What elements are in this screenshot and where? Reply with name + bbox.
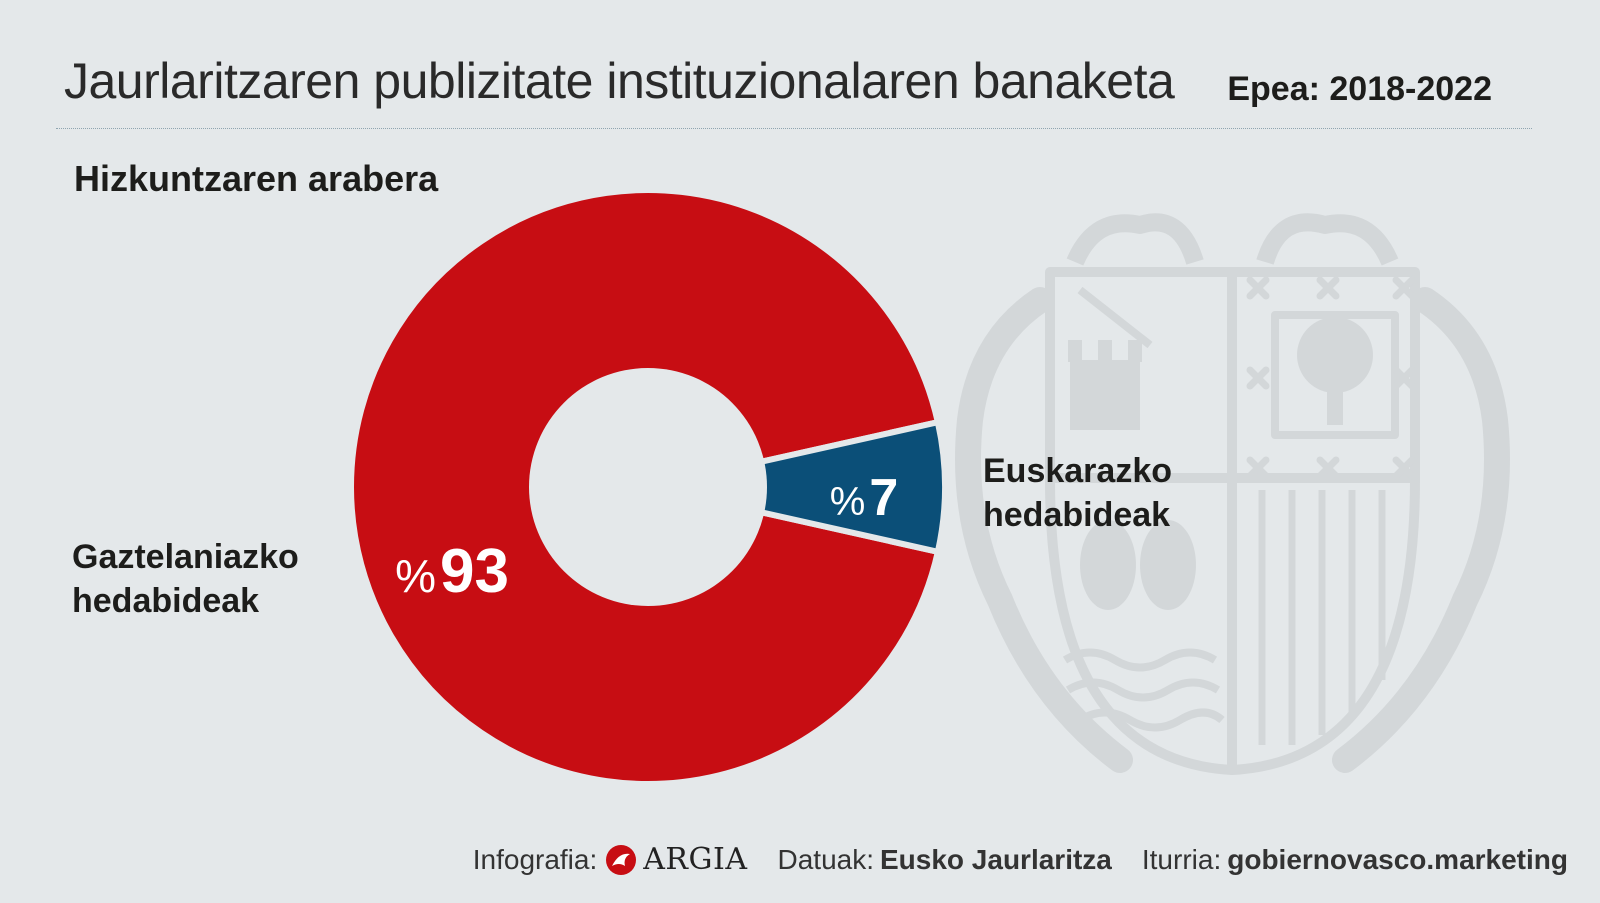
source-label: Iturria:: [1141, 843, 1222, 875]
period-label: Epea: 2018-2022: [1227, 70, 1492, 108]
slice-label-basque-line2: hedabideak: [983, 496, 1171, 534]
infographic-label: Infografia:: [472, 843, 598, 875]
chart-subtitle: Hizkuntzaren arabera: [74, 158, 439, 199]
slice-value-basque: %7: [830, 469, 899, 527]
slice-value-spanish-prefix: %: [395, 550, 436, 602]
slice-label-basque-line1: Euskarazko: [983, 452, 1172, 490]
argia-brand-text: ARGIA: [643, 842, 748, 877]
slice-basque: [647, 418, 948, 556]
title-rule: [56, 128, 1532, 129]
donut-hole: [529, 368, 767, 606]
slice-label-spanish: Gaztelaniazko hedabideak: [72, 535, 392, 623]
slice-label-basque: Euskarazko hedabideak: [983, 449, 1303, 537]
data-value: Eusko Jaurlaritza: [880, 843, 1112, 875]
emblem-watermark: [955, 213, 1510, 775]
slice-value-spanish: %93: [395, 537, 509, 606]
slice-value-basque-prefix: %: [830, 480, 866, 524]
data-label: Datuak:: [777, 843, 875, 875]
source-value: gobiernovasco.marketing: [1227, 843, 1568, 875]
slice-label-spanish-line2: hedabideak: [72, 582, 260, 620]
footer-credits: Infografia: ARGIA Datuak: Eusko Jaurlari…: [473, 842, 1568, 877]
page-title: Jaurlaritzaren publizitate instituzional…: [64, 53, 1175, 109]
argia-logo: ARGIA: [605, 842, 747, 877]
slice-value-spanish-number: 93: [440, 537, 509, 606]
slice-value-basque-number: 7: [869, 469, 898, 527]
slice-label-spanish-line1: Gaztelaniazko: [72, 538, 299, 576]
argia-mark-icon: [606, 844, 637, 875]
